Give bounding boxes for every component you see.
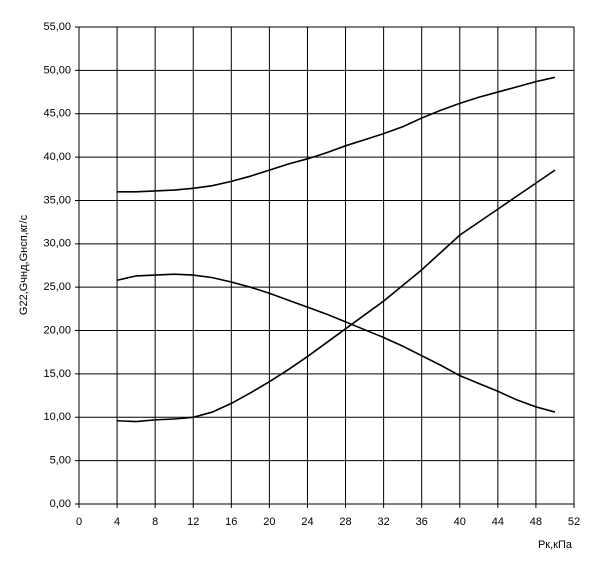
x-tick-label: 32	[377, 516, 389, 528]
series-line	[116, 273, 556, 413]
y-tick-label: 20,00	[43, 324, 71, 336]
x-tick-label: 48	[530, 516, 542, 528]
y-tick-label: 40,00	[43, 151, 71, 163]
x-tick-label: 8	[152, 516, 158, 528]
x-tick-label: 24	[301, 516, 313, 528]
y-tick-label: 5,00	[50, 455, 71, 467]
y-tick-label: 0,00	[50, 498, 71, 510]
x-tick-label: 44	[492, 516, 504, 528]
x-tick-label: 40	[454, 516, 466, 528]
y-tick-label: 10,00	[43, 411, 71, 423]
y-axis-label: G22,Gчнд,Gнсп,кг/с	[18, 214, 30, 315]
y-tick-label: 50,00	[43, 64, 71, 76]
y-tick-label: 55,00	[43, 21, 71, 33]
x-tick-label: 36	[416, 516, 428, 528]
x-tick-label: 52	[568, 516, 580, 528]
y-tick-label: 35,00	[43, 194, 71, 206]
x-tick-label: 16	[225, 516, 237, 528]
x-tick-label: 4	[114, 516, 120, 528]
x-tick-label: 28	[339, 516, 351, 528]
y-tick-label: 30,00	[43, 238, 71, 250]
y-tick-label: 25,00	[43, 281, 71, 293]
x-tick-label: 20	[263, 516, 275, 528]
x-tick-label: 0	[76, 516, 82, 528]
y-tick-label: 15,00	[43, 368, 71, 380]
y-tick-label: 45,00	[43, 108, 71, 120]
x-tick-label: 12	[187, 516, 199, 528]
plot-frame	[78, 26, 575, 505]
x-axis-label: Рк,кПа	[538, 539, 573, 551]
series-line	[117, 76, 556, 193]
series-line	[117, 169, 556, 423]
